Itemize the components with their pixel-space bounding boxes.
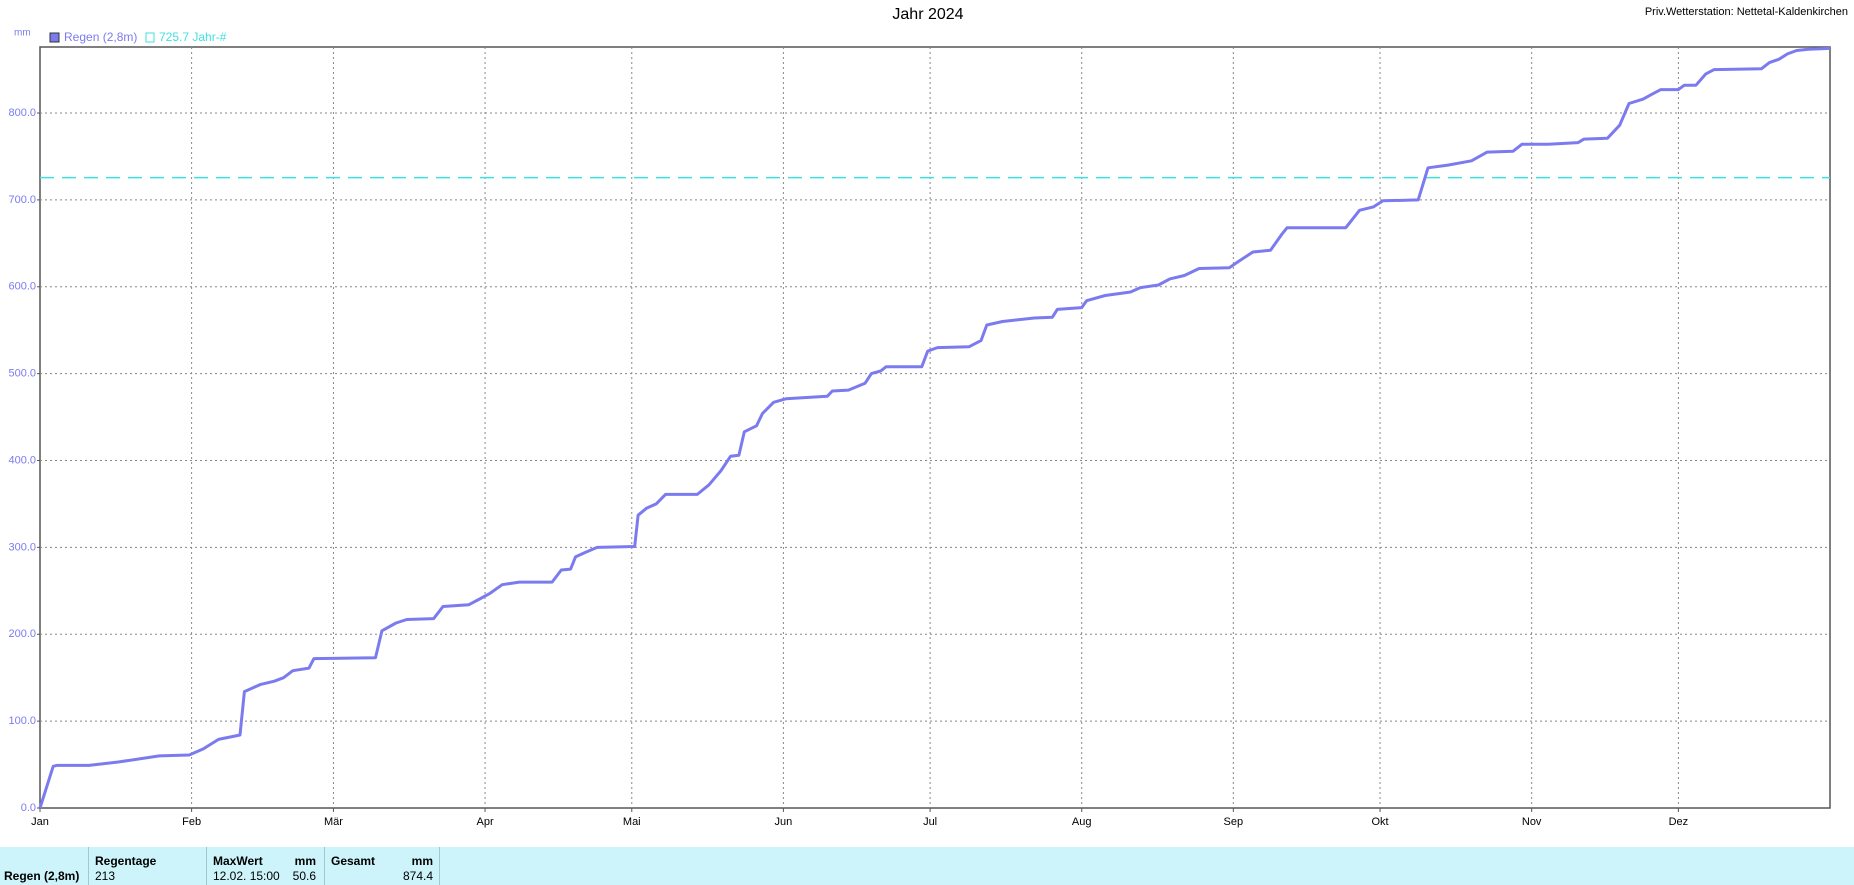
chart: Jahr 2024 Priv.Wetterstation: Nettetal-K… bbox=[8, 6, 1848, 828]
x-tick-label: Jul bbox=[923, 816, 937, 828]
value: 12.02. 15:00 bbox=[213, 869, 280, 883]
x-tick-label: Jun bbox=[775, 816, 793, 828]
row-label: Regen (2,8m) bbox=[4, 869, 80, 883]
y-tick-label: 600.0 bbox=[8, 281, 36, 293]
rain-line bbox=[38, 46, 1831, 809]
chart-title: Jahr 2024 bbox=[892, 6, 963, 23]
y-tick-label: 800.0 bbox=[8, 107, 36, 119]
cell: Regen (2,8m) bbox=[0, 847, 89, 885]
plot-frame bbox=[39, 46, 1831, 809]
y-tick-label: 700.0 bbox=[8, 194, 36, 206]
header: Gesamt bbox=[331, 854, 376, 868]
x-tick-label: Feb bbox=[182, 816, 201, 828]
legend-label: 725.7 Jahr-# bbox=[159, 30, 227, 44]
legend-label: Regen (2,8m) bbox=[64, 30, 137, 44]
header: MaxWert bbox=[213, 854, 263, 868]
cell: MaxWert mm 12.02. 15:00 50.6 bbox=[207, 847, 325, 885]
x-tick-label: Mär bbox=[324, 816, 343, 828]
y-tick-label: 400.0 bbox=[8, 454, 36, 466]
cell: Gesamt mm 874.4 bbox=[325, 847, 440, 885]
station-label: Priv.Wetterstation: Nettetal-Kaldenkirch… bbox=[1645, 6, 1848, 18]
legend-swatch bbox=[49, 32, 60, 43]
x-tick-label: Nov bbox=[1522, 816, 1542, 828]
y-tick-label: 300.0 bbox=[8, 541, 36, 553]
x-tick-label: Dez bbox=[1669, 816, 1689, 828]
x-tick-label: Okt bbox=[1371, 816, 1388, 828]
x-tick-label: Apr bbox=[476, 816, 493, 828]
header: Regentage bbox=[95, 854, 157, 868]
x-tick-label: Mai bbox=[623, 816, 641, 828]
value: 213 bbox=[95, 869, 116, 883]
unit: mm bbox=[411, 854, 433, 868]
stats-table: Regen (2,8m) Regentage 213 MaxWert mm 12.02… bbox=[0, 847, 1854, 885]
cell: Regentage 213 bbox=[89, 847, 207, 885]
x-tick-label: Aug bbox=[1072, 816, 1092, 828]
y-tick-label: 0.0 bbox=[21, 802, 36, 814]
y-tick-label: 500.0 bbox=[8, 368, 36, 380]
legend-swatch bbox=[145, 32, 155, 43]
x-tick-label: Jan bbox=[31, 816, 49, 828]
y-axis-label: mm bbox=[14, 28, 31, 39]
plot: 0.0 100.0 200.0 300.0 400.0 500.0 600.0 700.0 80… bbox=[8, 46, 1831, 828]
y-tick-label: 200.0 bbox=[8, 628, 36, 640]
unit: mm bbox=[294, 854, 316, 868]
y-tick-label: 100.0 bbox=[8, 715, 36, 727]
x-tick-label: Sep bbox=[1224, 816, 1244, 828]
value: 50.6 bbox=[292, 869, 316, 883]
value: 874.4 bbox=[402, 869, 433, 883]
